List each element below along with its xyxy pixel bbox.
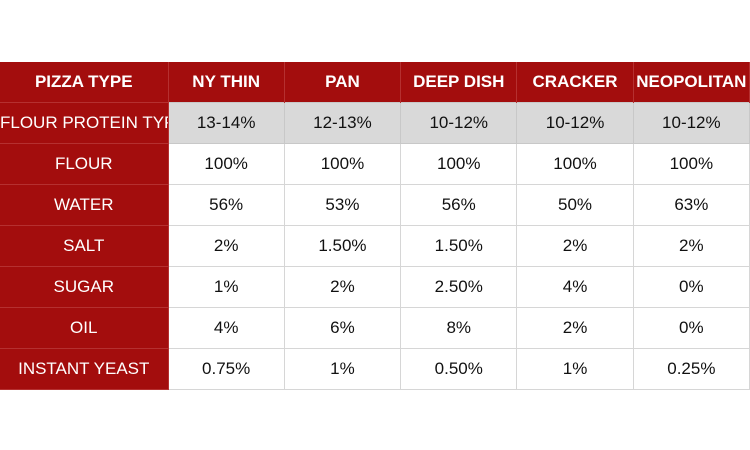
cell: 2.50% (400, 266, 518, 308)
cell: 4% (167, 307, 285, 349)
cell: 100% (632, 143, 750, 185)
cell: 50% (516, 184, 634, 226)
cell: 10-12% (516, 102, 634, 144)
table-row: FLOUR PROTEIN TYPE13-14%12-13%10-12%10-1… (0, 102, 750, 144)
table-row: WATER 56% 53% 56% 50% 63% (0, 184, 750, 226)
cell: 53% (283, 184, 402, 226)
row-label: SALT (0, 225, 169, 267)
cell: 2% (632, 225, 750, 267)
table-row: SUGAR 1% 2% 2.50% 4% 0% (0, 266, 750, 308)
cell: 56% (400, 184, 518, 226)
cell: 1.50% (283, 225, 402, 267)
header-cell: CRACKER (516, 62, 634, 103)
row-label: FLOUR PROTEIN TYPE (0, 102, 169, 144)
row-label: SUGAR (0, 266, 169, 308)
cell: 2% (283, 266, 402, 308)
table-row: INSTANT YEAST 0.75% 1% 0.50% 1% 0.25% (0, 348, 750, 390)
table: PIZZA TYPE NY THIN PAN DEEP DISH CRACKER NEOP… (0, 62, 750, 390)
cell: 2% (516, 225, 634, 267)
cell: 0.75% (167, 348, 285, 390)
cell: 100% (283, 143, 402, 185)
row-label: INSTANT YEAST (0, 348, 169, 390)
table-row: OIL 4% 6% 8% 2% 0% (0, 307, 750, 349)
header-cell: NY THIN (168, 62, 285, 103)
row-label: OIL (0, 307, 169, 349)
cell: 0.50% (400, 348, 518, 390)
cell: 0.25% (632, 348, 750, 390)
cell: 8% (400, 307, 518, 349)
cell: 1% (516, 348, 634, 390)
cell: 2% (516, 307, 634, 349)
cell: 10-12% (632, 102, 750, 144)
cell: 0% (632, 307, 750, 349)
cell: 100% (516, 143, 634, 185)
cell: 2% (167, 225, 285, 267)
table-row: FLOUR 100% 100% 100% 100% 100% (0, 143, 750, 185)
cell: 6% (283, 307, 402, 349)
cell: 10-12% (400, 102, 518, 144)
table-row: SALT 2% 1.50% 1.50% 2% 2% (0, 225, 750, 267)
header-cell: NEOPOLITAN (633, 62, 750, 103)
row-label: FLOUR (0, 143, 169, 185)
header-cell: PIZZA TYPE (0, 62, 169, 103)
cell: 1.50% (400, 225, 518, 267)
pizza-dough-table: PIZZA TYPE NY THIN PAN DEEP DISH CRACKER NEOP… (0, 62, 750, 390)
cell: 1% (283, 348, 402, 390)
header-cell: DEEP DISH (400, 62, 518, 103)
row-label: WATER (0, 184, 169, 226)
cell: 12-13% (283, 102, 402, 144)
cell: 13-14% (167, 102, 285, 144)
cell: 1% (167, 266, 285, 308)
header-cell: PAN (284, 62, 402, 103)
cell: 56% (167, 184, 285, 226)
header-row: PIZZA TYPE NY THIN PAN DEEP DISH CRACKER NEOP… (0, 62, 750, 103)
cell: 0% (632, 266, 750, 308)
cell: 4% (516, 266, 634, 308)
cell: 100% (400, 143, 518, 185)
cell: 63% (632, 184, 750, 226)
cell: 100% (167, 143, 285, 185)
